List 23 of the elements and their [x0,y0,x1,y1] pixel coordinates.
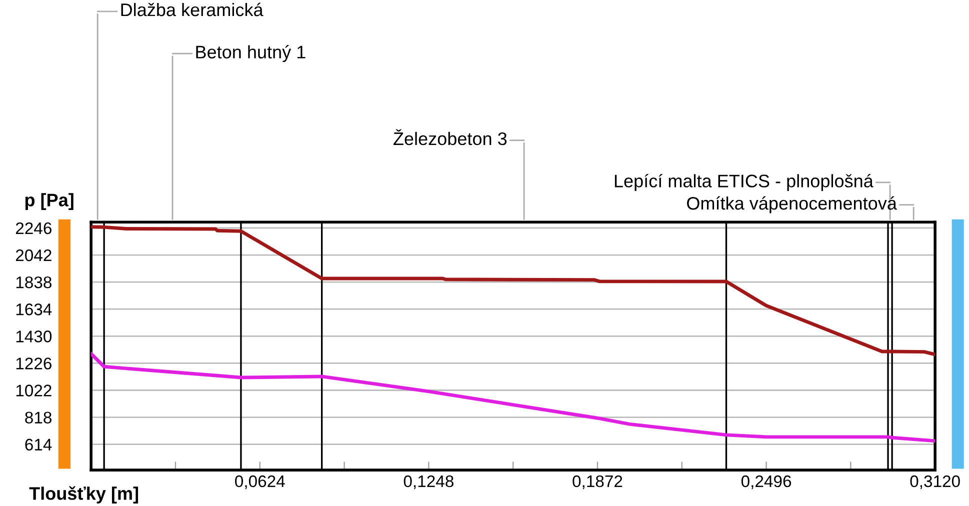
y-tick-label: 2246 [16,222,52,234]
y-tick-label: 1022 [16,384,52,396]
x-axis-title: Tloušťky [m] [29,486,138,504]
x-tick-label: 0,2496 [741,475,792,490]
text: Omítka vápenocementová [687,196,897,214]
x-tick-label: 0,1248 [404,475,454,490]
text: Dlažba keramická [121,2,264,16]
y-tick-label: 2042 [16,249,52,262]
x-tick-label: 0,3120 [910,475,960,490]
text: Železobeton 3 [394,129,507,146]
x-tick-label: 0,0624 [235,475,285,490]
y-axis-title: p [Pa] [25,193,74,210]
y-tick-label: 614 [25,438,52,451]
x-tick-label: 0,1872 [572,475,622,490]
line-series [91,225,936,356]
line-series [91,352,936,443]
y-tick-label: 1226 [16,358,52,370]
y-tick-label: 1634 [16,304,52,316]
y-tick-label: 1430 [16,330,52,342]
text: Beton hutný 1 [196,45,306,62]
y-tick-label: 1838 [16,276,52,288]
text: Lepící malta ETICS - plnoplošná [614,174,874,191]
y-tick-label: 818 [25,412,52,424]
